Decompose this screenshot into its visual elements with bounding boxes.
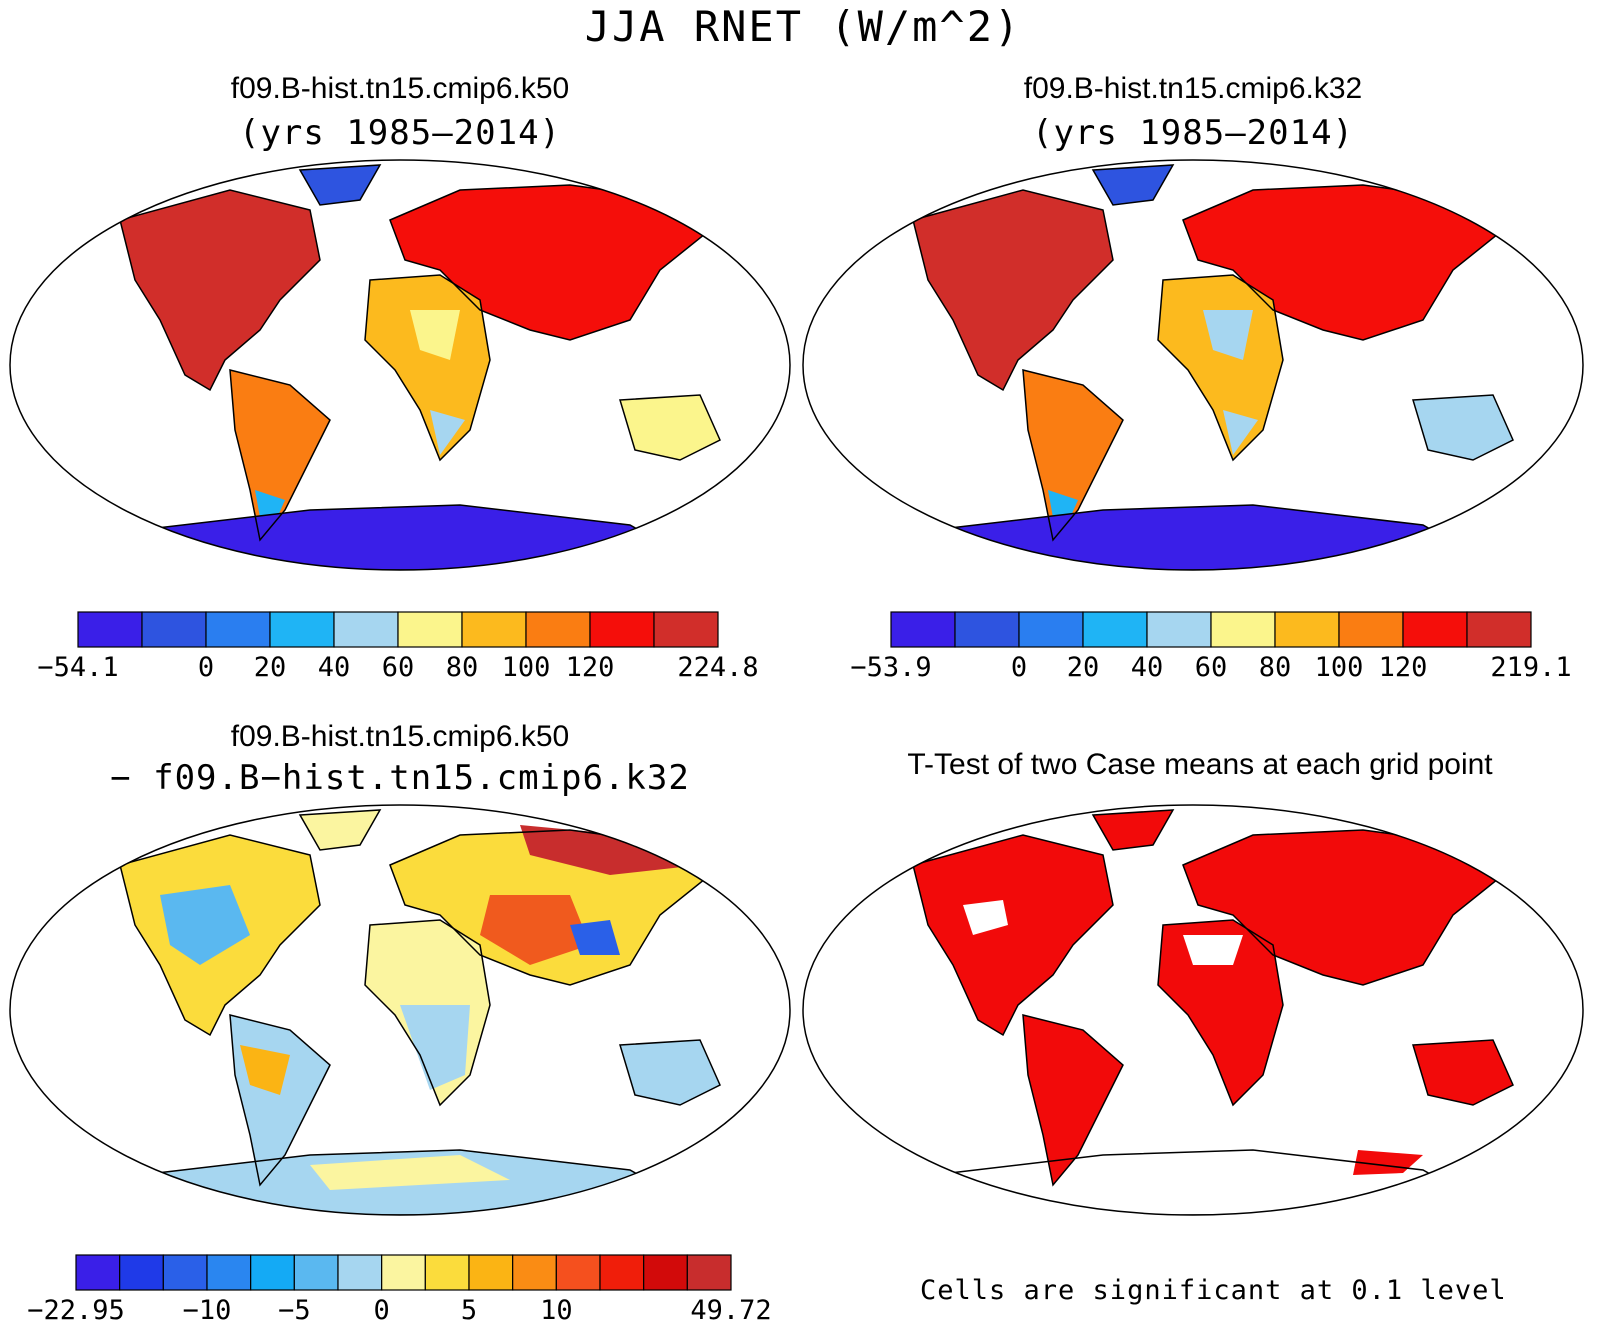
diff-colorbar-swatch [75,1254,121,1291]
colorbar-k50 [77,611,719,648]
diff-colorbar-swatch [206,1254,252,1291]
colorbar-k32 [890,611,1532,648]
map-panel-difference [9,804,791,1216]
panel-title-k50: f09.B-hist.tn15.cmip6.k50 [230,72,570,105]
diff-colorbar-swatch [599,1254,645,1291]
map-panel-k32 [802,159,1584,571]
map-panel-k50 [9,159,791,571]
colorbar-tick-label: 80 [445,652,479,683]
k32-colorbar-swatch [1018,611,1084,648]
colorbar-tick-label: 100 [1314,652,1364,683]
colorbar-tick-label: 20 [253,652,287,683]
colorbar-tick-label: −5 [278,1295,311,1326]
panel-subtitle-k50: (yrs 1985–2014) [238,113,562,153]
colorbar-tick-label: −10 [182,1295,232,1326]
colorbar-tick-label: 10 [540,1295,573,1326]
k50-colorbar-swatch [461,611,527,648]
page-title: JJA RNET (W/m^2) [584,2,1022,51]
colorbar-tick-label: 224.8 [677,652,759,683]
k50-colorbar-swatch [205,611,271,648]
panel-subtitle-k32: (yrs 1985–2014) [1031,113,1355,153]
panel-subtitle-diff: − f09.B−hist.tn15.cmip6.k32 [110,758,690,798]
colorbar-tick-label: 5 [460,1295,478,1326]
colorbar-tick-label: 0 [373,1295,390,1326]
diff-colorbar-swatch [686,1254,732,1291]
colorbar-tick-label: 80 [1258,652,1292,683]
colorbar-tick-label: 120 [565,652,615,683]
colorbar-tick-label: 20 [1066,652,1100,683]
colorbar-tick-label: 40 [1130,652,1164,683]
k32-colorbar-swatch [1146,611,1212,648]
k50-colorbar-swatch [269,611,335,648]
diff-colorbar-swatch [468,1254,514,1291]
k32-colorbar-swatch [1402,611,1468,648]
diff-colorbar-swatch [555,1254,601,1291]
diff-colorbar-swatch [381,1254,426,1291]
colorbar-tick-label: −54.1 [37,652,119,683]
k32-colorbar-swatch [1210,611,1276,648]
colorbar-tick-label: 0 [1010,652,1028,683]
diff-colorbar-swatch [512,1254,557,1291]
panel-title-ttest: T-Test of two Case means at each grid po… [907,748,1493,781]
diff-colorbar-swatch [293,1254,339,1291]
panel-title-diff: f09.B-hist.tn15.cmip6.k50 [230,720,570,753]
diff-colorbar-swatch [162,1254,208,1291]
k32-colorbar-swatch [1082,611,1148,648]
colorbar-tick-label: 40 [317,652,351,683]
panel-title-k32: f09.B-hist.tn15.cmip6.k32 [1023,72,1363,105]
k50-colorbar-swatch [589,611,655,648]
colorbar-difference [75,1254,732,1291]
diff-colorbar-swatch [424,1254,470,1291]
colorbar-tick-label: 0 [197,652,215,683]
colorbar-tick-label: 120 [1378,652,1428,683]
k32-colorbar-swatch [1274,611,1340,648]
k50-colorbar-swatch [141,611,207,648]
diff-colorbar-swatch [250,1254,295,1291]
map-panel-ttest [802,804,1584,1216]
k50-colorbar-swatch [333,611,399,648]
k50-colorbar-swatch [397,611,463,648]
k50-colorbar-swatch [77,611,143,648]
k32-colorbar-swatch [1466,611,1532,648]
significance-footnote: Cells are significant at 0.1 level [920,1275,1507,1306]
k32-colorbar-swatch [890,611,956,648]
diff-colorbar-swatch [119,1254,164,1291]
colorbar-tick-label: −22.95 [27,1295,125,1326]
k50-colorbar-swatch [653,611,719,648]
k32-colorbar-swatch [954,611,1020,648]
k32-colorbar-swatch [1338,611,1404,648]
diff-colorbar-swatch [337,1254,383,1291]
colorbar-tick-label: 100 [501,652,551,683]
diff-colorbar-swatch [643,1254,688,1291]
colorbar-tick-label: 219.1 [1490,652,1572,683]
colorbar-tick-label: 60 [1194,652,1228,683]
colorbar-tick-label: 49.72 [690,1295,772,1326]
colorbar-tick-label: −53.9 [850,652,932,683]
colorbar-tick-label: 60 [381,652,415,683]
k50-colorbar-swatch [525,611,591,648]
